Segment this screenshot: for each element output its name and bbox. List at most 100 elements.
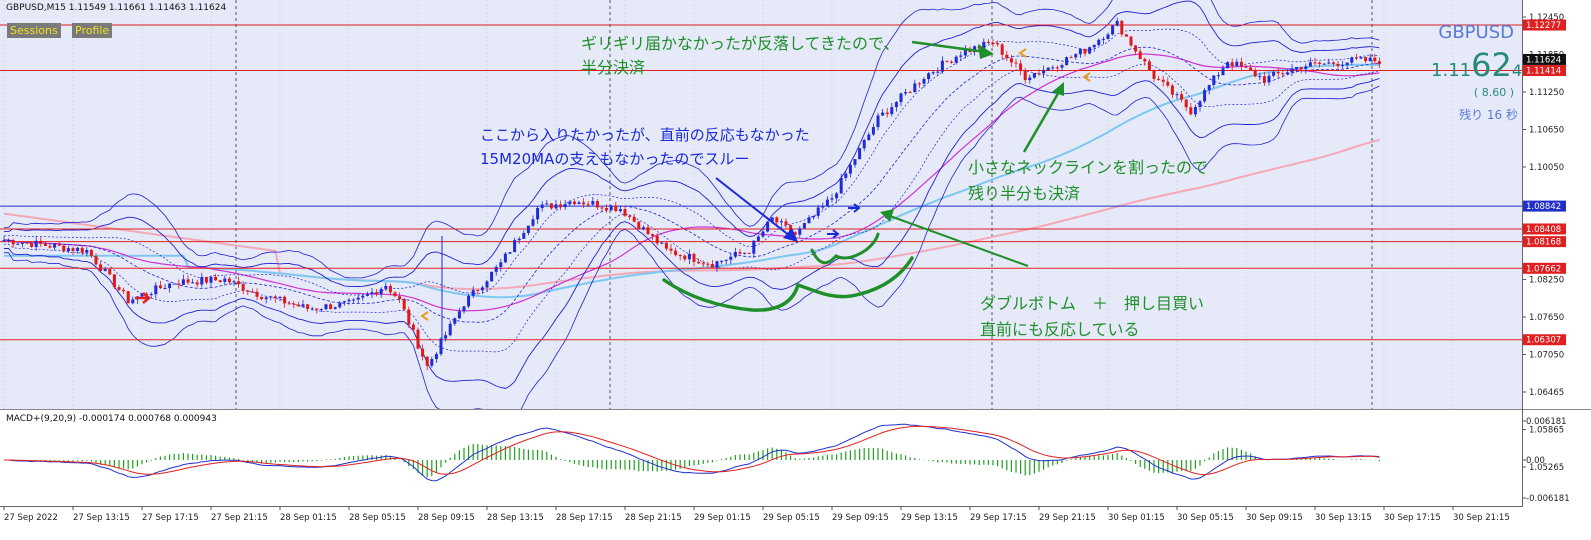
price-label: 1.07662 bbox=[1526, 264, 1561, 274]
candle-body bbox=[1143, 59, 1147, 62]
candle-body bbox=[623, 209, 627, 216]
candle-body bbox=[476, 289, 480, 291]
candle-body bbox=[352, 299, 356, 301]
band-mid bbox=[4, 46, 1380, 323]
time-tick-label: 29 Sep 09:15 bbox=[832, 513, 889, 523]
sessions-button[interactable]: Sessions bbox=[7, 23, 61, 38]
candle-body bbox=[890, 107, 894, 115]
candle-body bbox=[1267, 75, 1271, 83]
candle-body bbox=[30, 242, 34, 248]
red-marker-arrow bbox=[135, 292, 151, 304]
candle-body bbox=[1262, 76, 1266, 83]
annotation-double-bottom-line1: ダブルボトム ＋ 押し目買い bbox=[980, 294, 1205, 313]
candle-body bbox=[89, 249, 93, 257]
candle-body bbox=[710, 264, 714, 268]
price-label-bg bbox=[1523, 200, 1566, 212]
candle-body bbox=[729, 256, 733, 260]
arrow-2-line bbox=[715, 177, 791, 237]
time-tick-label: 29 Sep 17:15 bbox=[970, 513, 1027, 523]
candle-body bbox=[904, 92, 908, 94]
candle-body bbox=[844, 173, 848, 178]
time-tick-label: 30 Sep 21:15 bbox=[1453, 513, 1510, 523]
candle-body bbox=[945, 60, 949, 62]
time-tick-label: 27 Sep 17:15 bbox=[142, 513, 199, 523]
macd-line bbox=[4, 423, 1380, 482]
candle-body bbox=[779, 221, 783, 223]
candle-body bbox=[1046, 67, 1050, 71]
candle-body bbox=[388, 285, 392, 293]
candle-body bbox=[605, 207, 609, 211]
candle-body bbox=[1111, 25, 1115, 35]
candle-body bbox=[641, 227, 645, 230]
price-tick-label: 1.11250 bbox=[1529, 88, 1564, 98]
price-label: 1.11624 bbox=[1526, 55, 1561, 65]
price-label-bg bbox=[1523, 53, 1566, 65]
candle-body bbox=[1364, 57, 1368, 62]
time-tick-label: 28 Sep 01:15 bbox=[280, 513, 337, 523]
candle-body bbox=[1345, 62, 1349, 66]
price-label-bg bbox=[1523, 262, 1566, 274]
candle-body bbox=[1336, 63, 1340, 66]
candle-body bbox=[457, 311, 461, 319]
candle-body bbox=[191, 282, 195, 284]
candle-body bbox=[411, 324, 415, 330]
candle-body bbox=[582, 202, 586, 205]
double-bottom-curve bbox=[662, 256, 914, 312]
blue-marker-2 bbox=[827, 229, 840, 239]
candle-body bbox=[885, 112, 889, 115]
band-line bbox=[4, 85, 1380, 428]
candle-body bbox=[241, 284, 245, 291]
candle-body bbox=[632, 216, 636, 222]
annotation-neckline-line2: 残り半分も決済 bbox=[968, 184, 1081, 203]
price-label: 1.08408 bbox=[1526, 225, 1561, 235]
price-tick-label: 1.05865 bbox=[1529, 426, 1564, 436]
annotation-partial-close-line1: ギリギリ届かなかったが反落してきたので、 bbox=[581, 34, 900, 53]
candle-body bbox=[1101, 39, 1105, 41]
candle-body bbox=[1203, 90, 1207, 102]
candle-body bbox=[494, 266, 498, 272]
candle-body bbox=[283, 296, 287, 304]
annotation-skip-line1: ここから入りたかったが、直前の反応もなかった bbox=[480, 126, 810, 144]
profile-button[interactable]: Profile bbox=[72, 23, 113, 38]
candle-body bbox=[1019, 63, 1023, 72]
candle-body bbox=[508, 252, 512, 254]
candle-body bbox=[963, 49, 967, 56]
candle-body bbox=[738, 252, 742, 254]
signal-line bbox=[4, 425, 1380, 476]
price-label: 1.06307 bbox=[1526, 336, 1561, 346]
price-tick-label: 1.06465 bbox=[1529, 388, 1564, 398]
candle-body bbox=[559, 204, 563, 208]
candle-body bbox=[223, 278, 227, 282]
candle-body bbox=[122, 289, 126, 292]
candle-body bbox=[812, 215, 816, 218]
horizontal-levels[interactable] bbox=[0, 24, 1522, 341]
candle-body bbox=[1051, 67, 1055, 69]
candle-body bbox=[480, 287, 484, 291]
candle-body bbox=[931, 72, 935, 74]
candle-body bbox=[881, 112, 885, 116]
candle-body bbox=[853, 159, 857, 165]
time-tick-label: 30 Sep 05:15 bbox=[1177, 513, 1234, 523]
ma-pink bbox=[3, 138, 1380, 290]
orange-marker-1 bbox=[1018, 48, 1027, 58]
candle-body bbox=[655, 235, 659, 244]
candle-body bbox=[522, 232, 526, 239]
candle-body bbox=[319, 309, 323, 311]
candle-body bbox=[186, 279, 190, 283]
candle-body bbox=[894, 102, 898, 108]
candle-body bbox=[85, 249, 89, 253]
candle-body bbox=[1253, 70, 1257, 77]
candle-body bbox=[278, 296, 282, 299]
candle-body bbox=[1152, 70, 1156, 79]
candle-body bbox=[43, 243, 47, 246]
candle-body bbox=[292, 303, 296, 305]
time-tick-label: 29 Sep 21:15 bbox=[1039, 513, 1096, 523]
candle-body bbox=[848, 164, 852, 174]
candle-body bbox=[260, 296, 264, 300]
candle-body bbox=[1216, 75, 1220, 77]
candle-body bbox=[232, 281, 236, 283]
price-label: 1.08842 bbox=[1526, 202, 1561, 212]
candle-body bbox=[158, 285, 162, 289]
candle-body bbox=[154, 285, 158, 295]
